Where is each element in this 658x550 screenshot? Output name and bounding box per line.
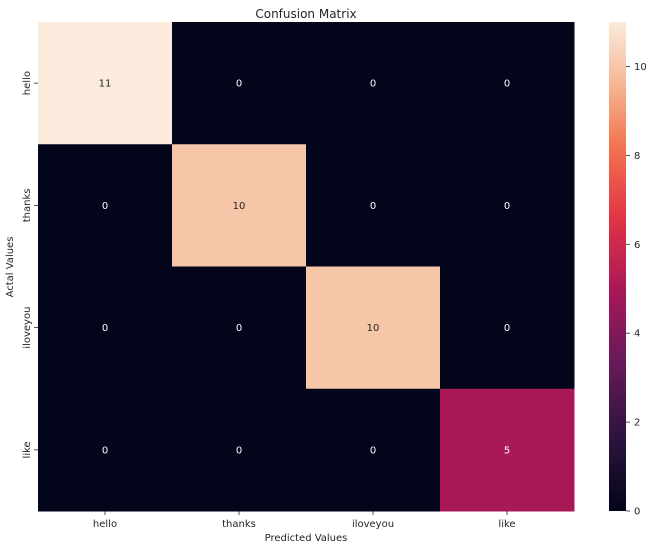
cell-value-label: 0	[236, 323, 242, 334]
heatmap-cell	[172, 388, 307, 512]
colorbar-tick-label: 4	[634, 329, 640, 340]
x-axis-label: Predicted Values	[265, 533, 348, 544]
chart-title: Confusion Matrix	[255, 7, 356, 21]
cell-value-label: 0	[370, 79, 376, 90]
x-tick-label: thanks	[222, 519, 256, 530]
cell-value-label: 0	[504, 323, 510, 334]
colorbar-tick-label: 8	[634, 151, 640, 162]
x-tick-label: like	[498, 519, 515, 530]
heatmap-cell	[172, 266, 307, 390]
heatmap-cell	[38, 144, 173, 267]
cell-value-label: 0	[236, 445, 242, 456]
cell-value-label: 10	[233, 201, 246, 212]
heatmap-cell	[440, 266, 575, 390]
y-tick-label: like	[22, 441, 33, 458]
heatmap-cell	[172, 144, 307, 267]
colorbar-ticks: 0 2 4 6 8 10	[626, 62, 647, 518]
y-tick-label: thanks	[22, 189, 33, 223]
colorbar-tick-label: 6	[634, 240, 640, 251]
x-tick-label: hello	[93, 519, 117, 530]
cell-value-label: 11	[99, 79, 112, 90]
cell-value-label: 0	[504, 201, 510, 212]
colorbar	[609, 22, 626, 511]
colorbar-tick-label: 2	[634, 418, 640, 429]
colorbar-tick-label: 10	[634, 62, 647, 73]
cell-value-label: 0	[370, 445, 376, 456]
cell-value-label: 0	[236, 79, 242, 90]
cell-value-label: 0	[370, 201, 376, 212]
cell-value-label: 0	[102, 323, 108, 334]
heatmap-cell-labels: 11 0 0 0 0 10 0 0 0 0 10 0 0 0 0 5	[99, 79, 511, 457]
cell-value-label: 0	[504, 79, 510, 90]
heatmap-cell	[306, 22, 441, 145]
heatmap-cell	[440, 22, 575, 145]
y-axis-label: Actal Values	[5, 237, 16, 298]
heatmap-cells	[38, 22, 575, 512]
cell-value-label: 0	[102, 445, 108, 456]
heatmap-cell	[440, 144, 575, 267]
heatmap-cell	[38, 22, 173, 145]
heatmap-cell	[38, 388, 173, 512]
cell-value-label: 5	[504, 445, 510, 456]
heatmap-cell	[172, 22, 307, 145]
cell-value-label: 0	[102, 201, 108, 212]
x-tick-label: iloveyou	[352, 519, 394, 530]
heatmap-cell	[306, 266, 441, 390]
heatmap-cell	[306, 144, 441, 267]
x-axis-ticks: hello thanks iloveyou like	[93, 511, 516, 530]
colorbar-tick-label: 0	[634, 507, 640, 518]
heatmap-cell	[306, 388, 441, 512]
y-tick-label: hello	[22, 71, 33, 95]
heatmap-cell	[440, 388, 575, 512]
heatmap-cell	[38, 266, 173, 390]
cell-value-label: 10	[367, 323, 380, 334]
y-axis-ticks: hello thanks iloveyou like	[22, 71, 38, 458]
y-tick-label: iloveyou	[22, 307, 33, 349]
